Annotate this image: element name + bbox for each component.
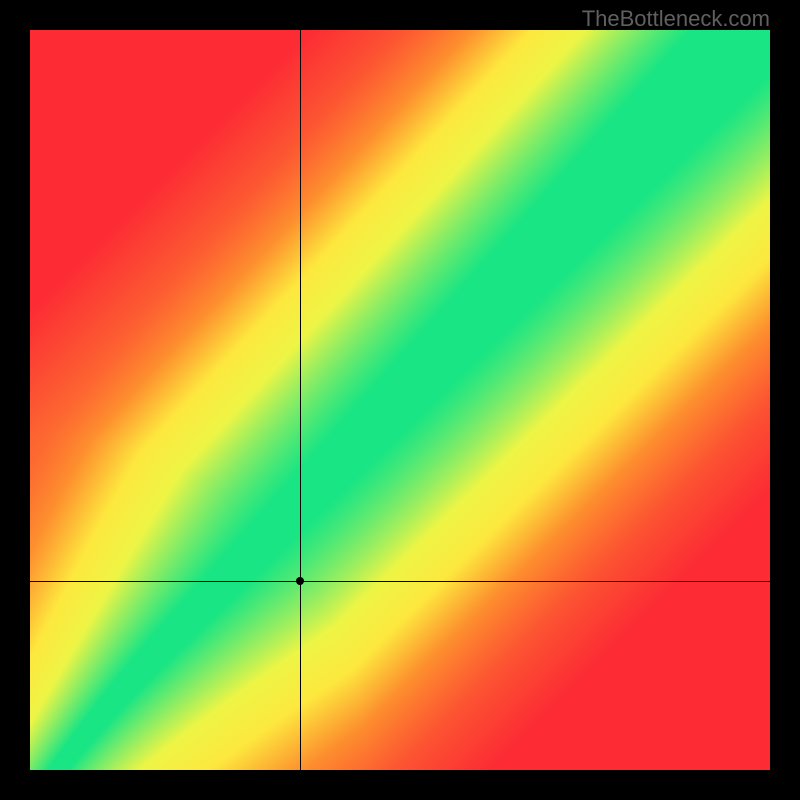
crosshair-vertical [300,30,301,770]
marker-dot [296,577,304,585]
watermark-text: TheBottleneck.com [582,6,770,32]
heatmap-canvas [30,30,770,770]
crosshair-horizontal [30,581,770,582]
bottleneck-heatmap-plot [30,30,770,770]
